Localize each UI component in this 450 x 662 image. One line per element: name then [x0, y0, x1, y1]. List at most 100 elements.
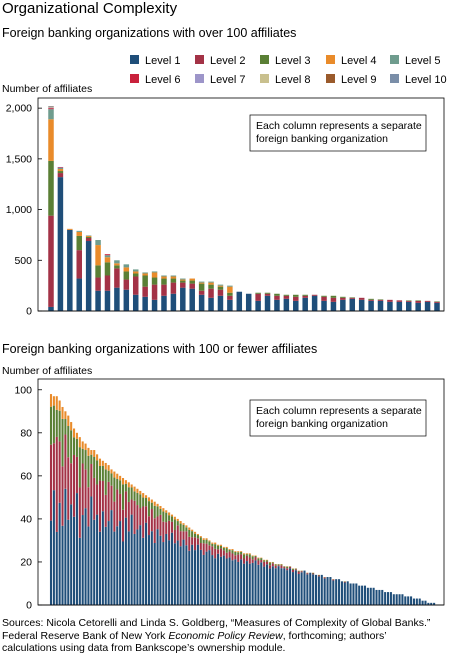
- chart2-bar-segment: [147, 535, 150, 605]
- chart2-bar-segment: [268, 561, 271, 563]
- chart1-bar-segment: [95, 265, 101, 278]
- chart2-bar-segment: [274, 568, 277, 605]
- chart2-bar-segment: [412, 598, 415, 605]
- chart2-bar-segment: [104, 462, 107, 470]
- chart1-bar-segment: [349, 297, 356, 299]
- chart2-bar-segment: [378, 589, 381, 605]
- sources-journal: Economic Policy Review: [168, 629, 283, 642]
- chart2-bar-segment: [260, 560, 263, 563]
- chart2-bar-segment: [165, 512, 168, 523]
- chart2-bar-segment: [93, 457, 96, 478]
- chart2-bar-segment: [349, 583, 352, 605]
- chart1-bar-segment: [142, 272, 148, 274]
- chart2-bar-segment: [98, 465, 102, 481]
- chart2-bar-segment: [317, 575, 320, 577]
- chart2-bar-segment: [283, 568, 286, 605]
- chart2-bar-segment: [225, 552, 228, 559]
- chart1-bar-segment: [142, 286, 148, 297]
- chart1-bar-segment: [321, 300, 327, 311]
- chart1-bar-segment: [264, 292, 271, 294]
- chart2-bar-segment: [242, 553, 246, 555]
- chart2-bar-segment: [225, 558, 228, 605]
- chart1-bar-segment: [396, 301, 403, 311]
- chart1-bar-segment: [151, 284, 158, 300]
- chart1-bar-segment: [236, 291, 243, 311]
- chart2-bar-segment: [121, 478, 125, 485]
- chart2-bar-segment: [404, 596, 407, 605]
- chart2-bar-segment: [240, 551, 243, 552]
- chart1-bar-segment: [189, 278, 195, 281]
- chart2-bar-segment: [110, 473, 113, 486]
- chart2-bar-segment: [219, 545, 222, 549]
- chart2-bar-segment: [110, 485, 113, 511]
- chart1-bar-segment: [67, 229, 73, 311]
- chart2-bar-segment: [130, 484, 133, 488]
- chart1-bar-segment: [48, 160, 54, 216]
- chart2: 0 20 40 60 80 100 Each column represents a sep…: [14, 378, 445, 612]
- chart2-bar-segment: [211, 543, 214, 547]
- chart2-bar-segment: [170, 516, 174, 522]
- legend-swatch-level-9: [326, 74, 335, 83]
- chart2-bar-segment: [156, 503, 159, 507]
- chart2-bar-segment: [205, 539, 208, 544]
- chart1-bar-segment: [321, 296, 327, 301]
- chart2-bar-segment: [116, 478, 119, 490]
- chart2-ytick-label: 60: [20, 470, 32, 482]
- chart2-bar-segment: [300, 571, 303, 573]
- chart1-bar-segment: [161, 295, 167, 311]
- chart2-bar-segment: [338, 579, 341, 605]
- chart1-bar-segment: [151, 272, 158, 278]
- chart2-bar-segment: [142, 537, 145, 605]
- legend-label-level-4: Level 4: [341, 55, 376, 67]
- chart2-bar-segment: [119, 475, 122, 481]
- chart2-bar-segment: [188, 527, 191, 530]
- chart2-bar-segment: [101, 511, 104, 605]
- chart2-bar-segment: [237, 554, 240, 562]
- chart1-bar-segment: [208, 284, 214, 289]
- chart1-bar-segment: [76, 231, 82, 236]
- chart2-bar-segment: [81, 515, 84, 605]
- chart2-bar-segment: [208, 550, 211, 605]
- chart2-bar-segment: [55, 436, 58, 532]
- chart1-bar-segment: [104, 262, 111, 276]
- chart2-bar-segment: [217, 553, 220, 605]
- chart2-bar-segment: [110, 469, 113, 474]
- legend-swatch-level-1: [130, 55, 139, 64]
- chart1-bar-segment: [123, 267, 130, 272]
- chart2-bar-segment: [61, 406, 64, 419]
- chart2-bar-segment: [173, 516, 176, 520]
- chart1-ytick-label: 2,000: [6, 103, 32, 115]
- chart1-bar-segment: [132, 271, 139, 274]
- chart2-bar-segment: [142, 506, 145, 538]
- chart1-bar-segment: [406, 300, 412, 302]
- chart2-bar-segment: [280, 565, 283, 569]
- sources-line2a: Federal Reserve Bank of New York: [2, 629, 169, 642]
- chart2-bar-segment: [101, 465, 104, 481]
- chart2-bar-segment: [211, 542, 214, 544]
- chart2-bar-segment: [73, 454, 76, 517]
- chart2-bar-segment: [116, 473, 119, 479]
- chart2-bar-segment: [104, 494, 107, 527]
- chart2-bar-segment: [225, 546, 228, 549]
- chart2-bar-segment: [153, 505, 156, 519]
- chart2-bar-segment: [234, 551, 237, 552]
- chart1-bar-segment: [377, 300, 384, 311]
- chart2-bar-segment: [329, 577, 332, 605]
- chart2-bar-segment: [133, 500, 136, 534]
- chart2-bar-segment: [147, 501, 150, 517]
- chart2-bar-segment: [242, 554, 246, 559]
- chart2-bar-segment: [90, 496, 93, 605]
- chart2-bar-segment: [116, 526, 119, 605]
- chart2-bar-segment: [67, 457, 70, 520]
- chart2-bar-segment: [222, 547, 225, 551]
- chart2-bar-segment: [188, 529, 191, 537]
- chart1-bar-segment: [48, 106, 54, 107]
- chart2-bar-segment: [369, 587, 372, 605]
- chart1-bar-segment: [76, 250, 82, 279]
- chart2-bar-segment: [159, 505, 162, 509]
- chart2-bar-segment: [78, 537, 81, 605]
- chart2-bar-segment: [75, 456, 78, 494]
- chart1-bar-segment: [208, 281, 214, 283]
- chart2-bar-segment: [124, 491, 127, 518]
